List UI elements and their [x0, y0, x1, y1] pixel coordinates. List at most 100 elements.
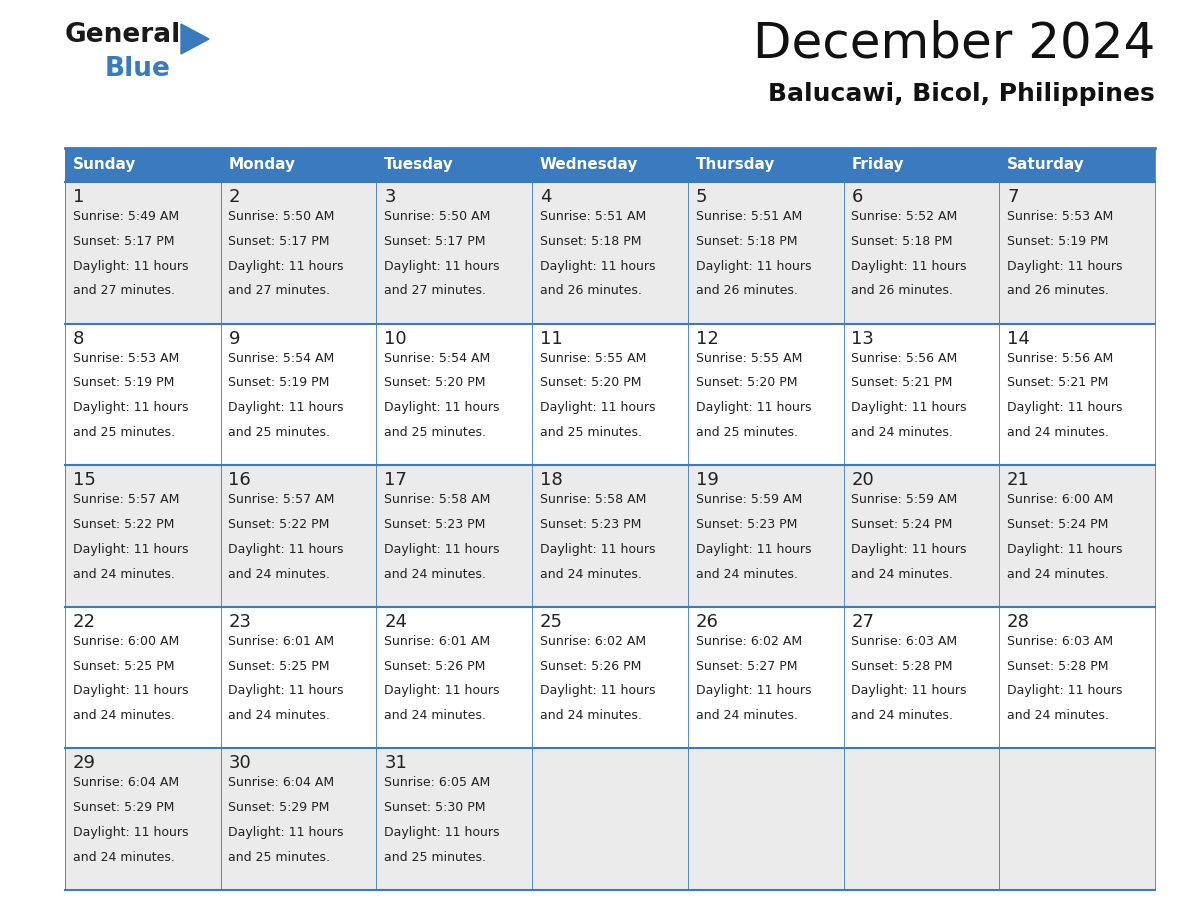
- Text: Sunday: Sunday: [72, 158, 137, 173]
- Text: 18: 18: [539, 471, 563, 489]
- Text: Sunrise: 6:03 AM: Sunrise: 6:03 AM: [852, 635, 958, 648]
- Text: Sunset: 5:25 PM: Sunset: 5:25 PM: [228, 659, 330, 673]
- Bar: [688, 324, 843, 465]
- Text: Sunset: 5:20 PM: Sunset: 5:20 PM: [696, 376, 797, 389]
- Text: and 24 minutes.: and 24 minutes.: [384, 709, 486, 722]
- Text: Daylight: 11 hours: Daylight: 11 hours: [384, 826, 500, 839]
- Bar: [532, 324, 688, 465]
- Text: Blue: Blue: [105, 56, 171, 82]
- Text: Sunset: 5:17 PM: Sunset: 5:17 PM: [228, 235, 330, 248]
- Text: Sunset: 5:22 PM: Sunset: 5:22 PM: [72, 518, 175, 531]
- Text: Monday: Monday: [228, 158, 296, 173]
- Text: 12: 12: [696, 330, 719, 348]
- Text: 8: 8: [72, 330, 84, 348]
- Text: 25: 25: [539, 613, 563, 631]
- Text: and 24 minutes.: and 24 minutes.: [1007, 709, 1108, 722]
- Text: Sunset: 5:29 PM: Sunset: 5:29 PM: [72, 801, 175, 814]
- Text: and 27 minutes.: and 27 minutes.: [72, 285, 175, 297]
- Text: Sunset: 5:18 PM: Sunset: 5:18 PM: [539, 235, 642, 248]
- Text: Sunrise: 6:00 AM: Sunrise: 6:00 AM: [72, 635, 179, 648]
- Text: and 24 minutes.: and 24 minutes.: [228, 567, 330, 580]
- Text: Sunset: 5:26 PM: Sunset: 5:26 PM: [384, 659, 486, 673]
- Text: and 26 minutes.: and 26 minutes.: [852, 285, 953, 297]
- Text: Sunrise: 6:04 AM: Sunrise: 6:04 AM: [228, 777, 335, 789]
- Text: 26: 26: [696, 613, 719, 631]
- Bar: [221, 748, 377, 890]
- Bar: [65, 607, 221, 748]
- Text: Sunrise: 5:52 AM: Sunrise: 5:52 AM: [852, 210, 958, 223]
- Text: Sunrise: 5:51 AM: Sunrise: 5:51 AM: [539, 210, 646, 223]
- Text: Sunset: 5:23 PM: Sunset: 5:23 PM: [384, 518, 486, 531]
- Text: Sunrise: 5:56 AM: Sunrise: 5:56 AM: [1007, 352, 1113, 364]
- Text: Daylight: 11 hours: Daylight: 11 hours: [72, 401, 188, 414]
- Bar: [843, 465, 999, 607]
- Text: and 24 minutes.: and 24 minutes.: [1007, 426, 1108, 439]
- Text: Sunrise: 6:04 AM: Sunrise: 6:04 AM: [72, 777, 179, 789]
- Text: Sunrise: 5:57 AM: Sunrise: 5:57 AM: [72, 493, 179, 506]
- Text: 11: 11: [539, 330, 563, 348]
- Text: 2: 2: [228, 188, 240, 206]
- Text: Sunset: 5:20 PM: Sunset: 5:20 PM: [539, 376, 642, 389]
- Text: Daylight: 11 hours: Daylight: 11 hours: [72, 684, 188, 698]
- Bar: [221, 324, 377, 465]
- Text: 22: 22: [72, 613, 96, 631]
- Text: and 24 minutes.: and 24 minutes.: [72, 851, 175, 864]
- Text: Sunset: 5:24 PM: Sunset: 5:24 PM: [852, 518, 953, 531]
- Text: Sunset: 5:26 PM: Sunset: 5:26 PM: [539, 659, 642, 673]
- Bar: [65, 748, 221, 890]
- Text: Sunrise: 5:59 AM: Sunrise: 5:59 AM: [696, 493, 802, 506]
- Text: and 27 minutes.: and 27 minutes.: [384, 285, 486, 297]
- Text: Daylight: 11 hours: Daylight: 11 hours: [852, 260, 967, 273]
- Text: Sunrise: 5:51 AM: Sunrise: 5:51 AM: [696, 210, 802, 223]
- Text: Sunset: 5:28 PM: Sunset: 5:28 PM: [852, 659, 953, 673]
- Text: 17: 17: [384, 471, 407, 489]
- Text: Daylight: 11 hours: Daylight: 11 hours: [384, 684, 500, 698]
- Text: Sunrise: 6:00 AM: Sunrise: 6:00 AM: [1007, 493, 1113, 506]
- Text: Sunrise: 5:57 AM: Sunrise: 5:57 AM: [228, 493, 335, 506]
- Text: Thursday: Thursday: [696, 158, 775, 173]
- Text: Sunset: 5:17 PM: Sunset: 5:17 PM: [72, 235, 175, 248]
- Text: Daylight: 11 hours: Daylight: 11 hours: [1007, 543, 1123, 555]
- Text: Daylight: 11 hours: Daylight: 11 hours: [696, 401, 811, 414]
- Text: Sunset: 5:20 PM: Sunset: 5:20 PM: [384, 376, 486, 389]
- Text: and 24 minutes.: and 24 minutes.: [1007, 567, 1108, 580]
- Text: and 25 minutes.: and 25 minutes.: [228, 851, 330, 864]
- Text: Sunset: 5:19 PM: Sunset: 5:19 PM: [72, 376, 175, 389]
- Text: Sunrise: 5:54 AM: Sunrise: 5:54 AM: [384, 352, 491, 364]
- Text: Daylight: 11 hours: Daylight: 11 hours: [696, 543, 811, 555]
- Bar: [221, 607, 377, 748]
- Text: 27: 27: [852, 613, 874, 631]
- Text: Sunrise: 6:02 AM: Sunrise: 6:02 AM: [539, 635, 646, 648]
- Text: Sunset: 5:19 PM: Sunset: 5:19 PM: [228, 376, 330, 389]
- Text: and 25 minutes.: and 25 minutes.: [384, 851, 486, 864]
- Text: Sunset: 5:30 PM: Sunset: 5:30 PM: [384, 801, 486, 814]
- Bar: [377, 324, 532, 465]
- Text: 4: 4: [539, 188, 551, 206]
- Text: Daylight: 11 hours: Daylight: 11 hours: [852, 401, 967, 414]
- Bar: [377, 607, 532, 748]
- Text: Sunrise: 6:01 AM: Sunrise: 6:01 AM: [228, 635, 335, 648]
- Text: Daylight: 11 hours: Daylight: 11 hours: [852, 543, 967, 555]
- Text: 7: 7: [1007, 188, 1018, 206]
- Text: Sunset: 5:23 PM: Sunset: 5:23 PM: [696, 518, 797, 531]
- Text: Sunset: 5:19 PM: Sunset: 5:19 PM: [1007, 235, 1108, 248]
- Text: Daylight: 11 hours: Daylight: 11 hours: [539, 260, 656, 273]
- Text: 21: 21: [1007, 471, 1030, 489]
- Bar: [377, 465, 532, 607]
- Text: 3: 3: [384, 188, 396, 206]
- Text: Sunset: 5:25 PM: Sunset: 5:25 PM: [72, 659, 175, 673]
- Bar: [999, 324, 1155, 465]
- Text: and 25 minutes.: and 25 minutes.: [72, 426, 175, 439]
- Bar: [65, 148, 221, 182]
- Bar: [688, 748, 843, 890]
- Bar: [999, 465, 1155, 607]
- Text: Daylight: 11 hours: Daylight: 11 hours: [539, 401, 656, 414]
- Text: and 24 minutes.: and 24 minutes.: [696, 567, 797, 580]
- Text: Sunrise: 5:54 AM: Sunrise: 5:54 AM: [228, 352, 335, 364]
- Text: 23: 23: [228, 613, 252, 631]
- Bar: [532, 465, 688, 607]
- Text: and 25 minutes.: and 25 minutes.: [228, 426, 330, 439]
- Text: 13: 13: [852, 330, 874, 348]
- Text: Daylight: 11 hours: Daylight: 11 hours: [384, 543, 500, 555]
- Bar: [377, 148, 532, 182]
